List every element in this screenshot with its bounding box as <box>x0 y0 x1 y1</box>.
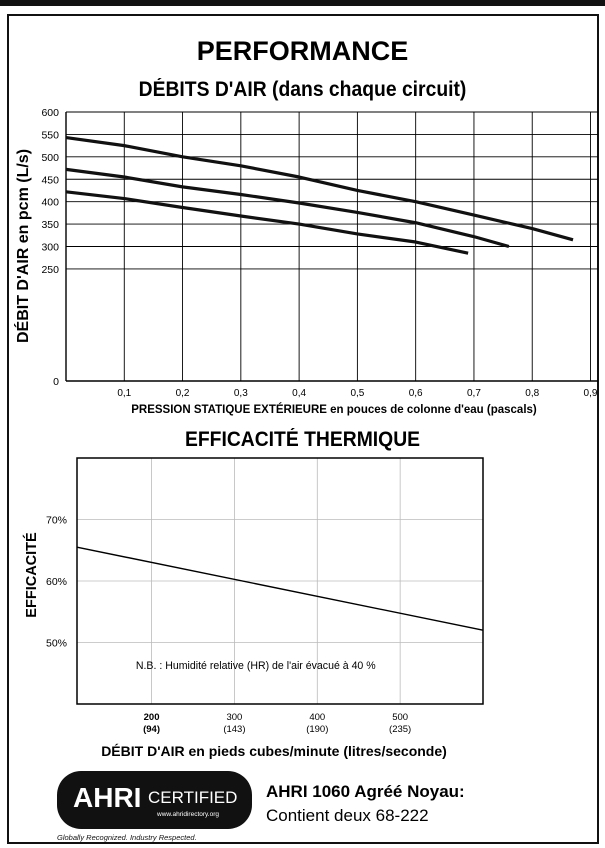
y-tick-label: 350 <box>41 219 59 231</box>
top-border <box>0 0 605 6</box>
x-tick-label: 0,9 <box>584 388 598 399</box>
x-tick-label: 0,8 <box>525 388 539 399</box>
chart2-title: EFFICACITÉ THERMIQUE <box>184 428 421 451</box>
y-tick-label: 400 <box>41 197 59 209</box>
x-tick-label: 400 <box>309 712 325 723</box>
y-tick-label: 450 <box>41 174 59 186</box>
y-tick-label: 60% <box>46 576 67 588</box>
x-tick-label: 0,2 <box>176 388 190 399</box>
airflow-series-1 <box>65 135 574 242</box>
x-tick-label: 0,3 <box>234 388 248 399</box>
chart1-title: DÉBITS D'AIR (dans chaque circuit) <box>138 78 467 101</box>
y-tick-label: 50% <box>46 638 67 650</box>
efficiency-series-1 <box>76 546 484 631</box>
y-axis-label: EFFICACITÉ <box>23 532 40 618</box>
x-tick-label: 0,4 <box>292 388 306 399</box>
y-tick-label: 600 <box>41 107 59 119</box>
chart-annotation: N.B. : Humidité relative (HR) de l'air é… <box>136 660 376 672</box>
page-frame <box>7 14 599 844</box>
x-tick-label: 0,5 <box>350 388 364 399</box>
x-axis-label: PRESSION STATIQUE EXTÉRIEURE en pouces d… <box>131 403 537 416</box>
x-tick-label: 500 <box>392 712 408 723</box>
plot-border <box>76 457 484 705</box>
ahri-certified-logo: AHRI CERTIFIED www.ahridirectory.org Glo… <box>57 771 252 843</box>
logo-certified: CERTIFIED <box>148 788 237 807</box>
logo-tagline: Globally Recognized. Industry Respected. <box>57 833 197 842</box>
x-tick-label: 0,6 <box>409 388 423 399</box>
ahri-title: AHRI 1060 Agréé Noyau: <box>266 782 465 801</box>
logo-brand: AHRI <box>73 782 141 813</box>
y-tick-label: 550 <box>41 129 59 141</box>
y-axis-label: DÉBIT D'AIR en pcm (L/s) <box>13 149 32 343</box>
x-tick-label: 0,1 <box>117 388 131 399</box>
y-tick-label: 300 <box>41 242 59 254</box>
y-tick-label: 250 <box>41 264 59 276</box>
x-tick-label: 300 <box>226 712 242 723</box>
x-tick-sublabel: (143) <box>223 724 245 735</box>
airflow-chart: 0 250 300 350 400 450 500 550 600 0,1 0,2 0,3 0,4 0,5… <box>13 107 598 416</box>
airflow-series-2 <box>65 167 510 249</box>
y-tick-label: 500 <box>41 152 59 164</box>
x-tick-sublabel: (190) <box>306 724 328 735</box>
y-tick-label: 70% <box>46 515 67 527</box>
logo-url: www.ahridirectory.org <box>156 811 219 818</box>
x-tick-label: 200 <box>144 712 160 723</box>
x-tick-sublabel: (94) <box>143 724 160 735</box>
page-title: PERFORMANCE <box>196 36 409 66</box>
ahri-subtitle: Contient deux 68-222 <box>266 806 429 825</box>
airflow-series-3 <box>65 190 469 255</box>
y-tick-label: 0 <box>53 376 59 388</box>
x-axis-label: DÉBIT D'AIR en pieds cubes/minute (litre… <box>101 743 447 759</box>
x-tick-label: 0,7 <box>467 388 481 399</box>
x-tick-sublabel: (235) <box>389 724 411 735</box>
